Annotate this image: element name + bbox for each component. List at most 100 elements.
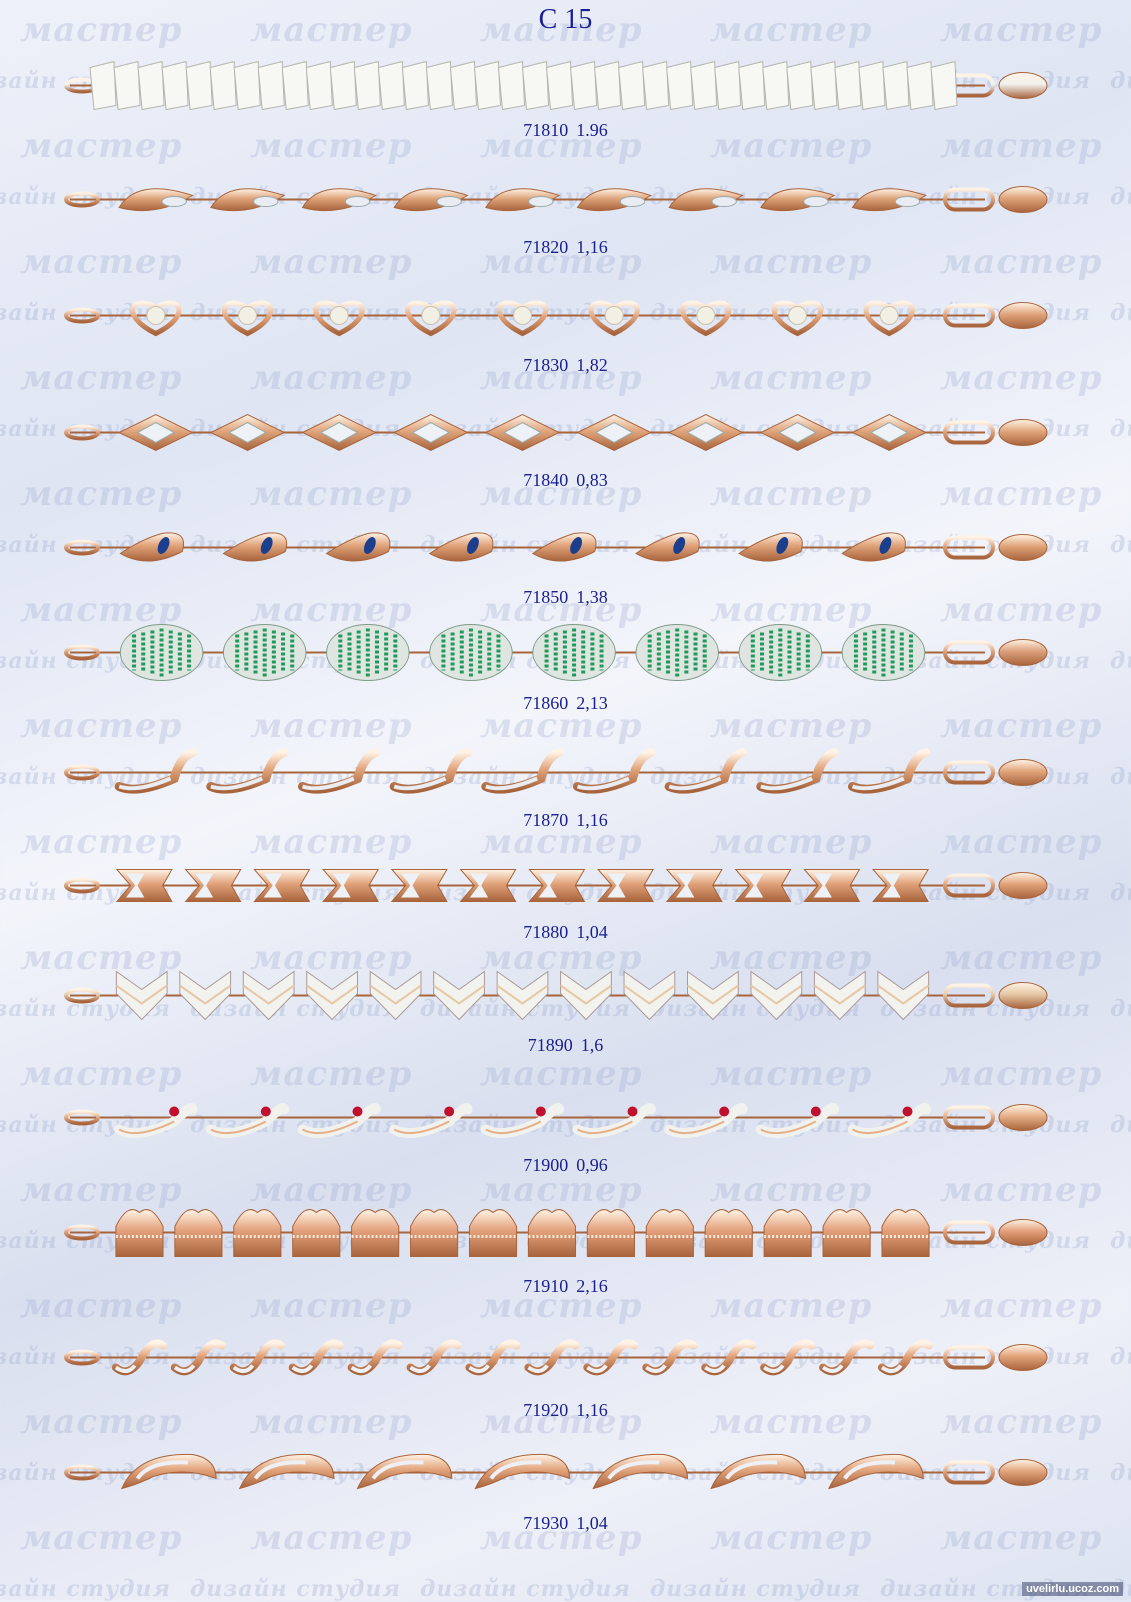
- bracelet-link: [841, 624, 926, 681]
- lobster-clasp: [998, 982, 1048, 1009]
- bracelet-link: [468, 1209, 518, 1257]
- clasp-ring: [64, 877, 100, 894]
- gold-trim: [118, 1120, 175, 1135]
- pearl: [329, 306, 349, 325]
- item-code: 71930: [523, 1513, 569, 1533]
- bracelet-link: [222, 532, 288, 562]
- sapphire-stone: [776, 537, 789, 554]
- gold-trim: [115, 984, 168, 1005]
- bracelet-link: [623, 970, 676, 1021]
- clasp-loop: [943, 640, 995, 665]
- pave-stones: [778, 421, 817, 444]
- bracelet-image: [64, 60, 1048, 111]
- bracelet-link: [410, 1209, 459, 1257]
- bracelet-image: [64, 186, 1048, 213]
- item-caption: 71810 1.96: [0, 120, 1131, 141]
- item-weight: 2,16: [576, 1276, 608, 1296]
- pave-stones: [194, 873, 214, 898]
- bracelet-link: [822, 1209, 871, 1257]
- bracelet-image: [64, 1453, 1048, 1490]
- ruby-stone: [719, 1106, 730, 1117]
- bracelet-link: [473, 60, 501, 111]
- pave-stones: [301, 776, 355, 791]
- gold-trim: [760, 1120, 817, 1135]
- bracelet-link: [738, 60, 766, 111]
- ruby-stone: [169, 1106, 180, 1117]
- bracelet-link: [592, 1453, 689, 1490]
- gold-trim: [393, 1120, 450, 1135]
- item-code: 71810: [523, 120, 569, 140]
- bracelet-link: [329, 60, 357, 111]
- gold-trim: [623, 984, 676, 1005]
- pave-stones: [253, 1460, 306, 1480]
- bracelet-link: [750, 970, 803, 1021]
- pave-stones: [744, 873, 764, 898]
- pave-stones: [586, 1364, 608, 1373]
- pave-stones: [291, 1364, 314, 1373]
- pave-stones: [468, 1364, 490, 1373]
- bracelet-link: [570, 60, 598, 111]
- lobster-clasp: [998, 419, 1048, 446]
- watermark-text: дизайн студия: [650, 1576, 861, 1602]
- item-weight: 1,04: [576, 1513, 608, 1533]
- bracelet-link: [257, 60, 285, 111]
- bracelet-link: [586, 1209, 635, 1257]
- lobster-clasp: [998, 302, 1048, 329]
- gold-trim: [369, 984, 422, 1005]
- pave-stones: [344, 196, 371, 207]
- bracelet-image: [64, 1103, 1048, 1139]
- bracelet-link: [930, 60, 958, 111]
- gold-trim: [496, 984, 549, 1005]
- bracelet-image: [64, 1339, 1048, 1376]
- clasp-ring: [64, 424, 100, 441]
- clasp-loop: [943, 420, 995, 445]
- pave-stones: [528, 196, 554, 207]
- pave-stones: [118, 776, 172, 791]
- item-weight: 1,38: [576, 587, 608, 607]
- pave-stones: [882, 873, 901, 898]
- bracelet-link: [161, 60, 189, 111]
- pave-stones: [894, 196, 921, 207]
- pave-stones: [253, 196, 279, 207]
- bracelet-link: [119, 532, 184, 562]
- lobster-clasp: [998, 759, 1048, 786]
- pave-stones: [880, 1364, 903, 1373]
- item-caption: 71870 1,16: [0, 810, 1131, 831]
- clasp-loop: [943, 1345, 995, 1370]
- bracelet-link: [690, 60, 718, 111]
- ruby-stone: [444, 1106, 455, 1117]
- gold-trim: [302, 1120, 358, 1135]
- bracelet-link: [233, 1209, 282, 1257]
- pave-stones: [851, 776, 905, 791]
- bracelet-link: [704, 1209, 753, 1257]
- bracelet-link: [521, 60, 550, 111]
- item-caption: 71890 1,6: [0, 1035, 1131, 1056]
- bracelet-link: [115, 970, 168, 1021]
- clasp-loop: [943, 1105, 995, 1130]
- item-code: 71880: [523, 922, 569, 942]
- pave-stones: [619, 196, 646, 207]
- lobster-clasp: [998, 186, 1048, 213]
- pave-stones: [869, 421, 909, 444]
- clasp-ring: [64, 1224, 100, 1241]
- bracelet-link: [113, 60, 141, 111]
- clasp-ring: [64, 987, 100, 1004]
- bracelet-link: [877, 970, 930, 1021]
- bracelet-link: [474, 1453, 571, 1490]
- bracelet-link: [351, 1209, 400, 1257]
- pave-stones: [232, 1364, 255, 1373]
- lobster-clasp: [998, 1344, 1048, 1371]
- bracelet-link: [281, 60, 309, 111]
- bracelet-link: [881, 1209, 930, 1257]
- clasp-ring: [64, 191, 100, 208]
- item-code: 71910: [523, 1276, 569, 1296]
- clasp-ring: [64, 1109, 100, 1126]
- bracelet-link: [433, 970, 485, 1021]
- lobster-clasp: [998, 1459, 1048, 1486]
- bracelet-image: [64, 748, 1048, 794]
- bracelet-image: [64, 1209, 1048, 1257]
- bracelet-image: [64, 970, 1048, 1021]
- bracelet-link: [762, 60, 790, 111]
- bracelet-link: [325, 532, 391, 562]
- bracelet-link: [238, 1453, 335, 1490]
